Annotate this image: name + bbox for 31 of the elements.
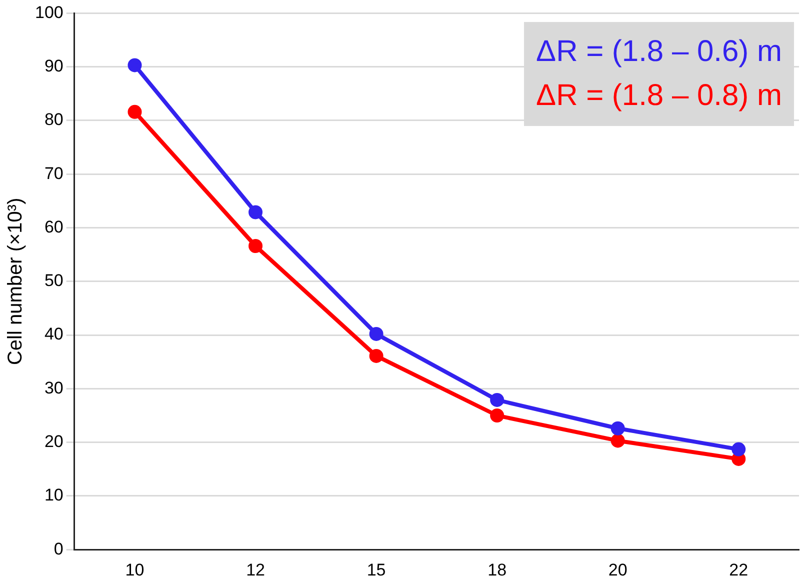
text: ΔR = (1.8 – 0.6) m: [536, 34, 782, 70]
y-tick-label: 80: [44, 110, 64, 130]
point: [610, 421, 625, 436]
y-tick-label: 60: [44, 217, 64, 236]
x-tick-label: 10: [125, 560, 144, 580]
y-tick-label: 50: [44, 271, 64, 290]
point: [610, 434, 625, 448]
point: [490, 408, 504, 422]
y-tick-label: 0: [54, 539, 64, 558]
x-tick-label: 15: [366, 560, 386, 580]
text: ΔR = (1.8 – 0.8) m: [536, 78, 782, 114]
x-tick-label: 12: [246, 560, 265, 580]
x-tick-label: 22: [729, 560, 748, 580]
point: [369, 326, 384, 341]
y-tick-label: 100: [34, 2, 64, 22]
x-tick-label: 18: [488, 560, 507, 580]
point: [248, 205, 263, 220]
point: [369, 348, 384, 363]
y-tick-label: 10: [44, 486, 64, 505]
x-tick-label: 20: [608, 560, 628, 580]
point: [732, 442, 746, 456]
point: [128, 58, 142, 72]
y-tick-label: 70: [44, 164, 64, 183]
point: [490, 392, 504, 407]
y-tick-label: 90: [44, 56, 64, 76]
y-axis-title: Cell number (×10³): [4, 198, 27, 366]
y-tick-label: 40: [44, 324, 64, 344]
y-tick-label: 30: [44, 378, 64, 398]
point: [248, 239, 263, 253]
y-tick-label: 20: [44, 432, 64, 452]
point: [128, 104, 142, 119]
